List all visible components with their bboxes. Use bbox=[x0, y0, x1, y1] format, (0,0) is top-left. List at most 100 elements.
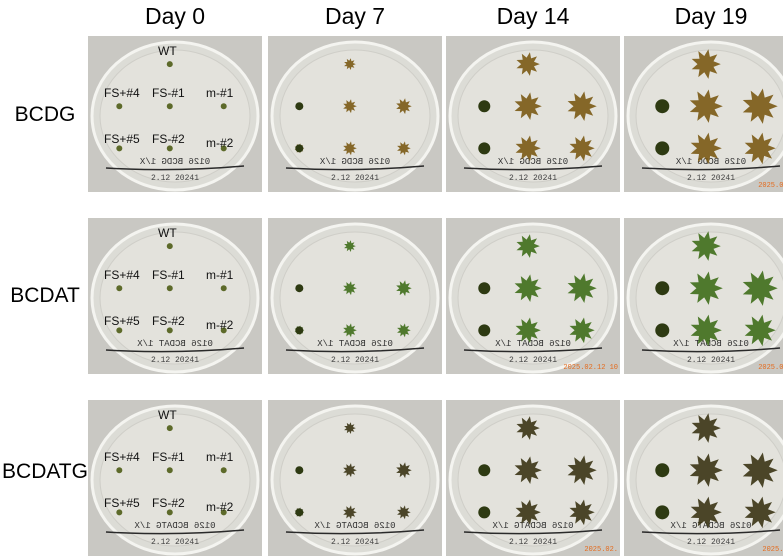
colony-dark-dot bbox=[295, 144, 304, 153]
petri-dish-svg: 0126 BCDG 1/X 2.12 20241 bbox=[448, 40, 618, 192]
plate-photo-bcdatg-col0: 0126 BCDATG 1/X 2.12 20241 bbox=[88, 400, 262, 556]
plate-label-fs4: FS+#4 bbox=[104, 268, 140, 282]
plate-photo-bcdat-col3: 0126 BCDAT 1/X 2.12 20241 2025.02.1 bbox=[624, 218, 783, 374]
colony-m1 bbox=[567, 91, 597, 121]
colony-m2 bbox=[569, 499, 595, 526]
colony-m2 bbox=[569, 135, 595, 162]
plate-label-fs5: FS+#5 bbox=[104, 132, 140, 146]
colony-fs1 bbox=[514, 274, 542, 302]
handwritten-plate-sublabel: 2.12 20241 bbox=[151, 356, 199, 365]
colony-m2 bbox=[220, 509, 227, 516]
column-header-day19: Day 19 bbox=[674, 2, 748, 29]
plate-label-m2: m-#2 bbox=[206, 136, 234, 150]
colony-dark-dot bbox=[655, 323, 670, 338]
colony-fs2 bbox=[166, 509, 173, 516]
plate-label-fs2: FS-#2 bbox=[152, 496, 185, 510]
plate-label-wt: WT bbox=[158, 226, 177, 240]
marker-line bbox=[105, 347, 245, 353]
colony-dark-dot bbox=[295, 508, 304, 517]
colony-wt bbox=[166, 243, 173, 250]
petri-dish-svg: 0126 BCDATG 1/X 2.12 20241 bbox=[448, 404, 618, 556]
date-stamp: 2025.02. bbox=[584, 546, 618, 554]
colony-dark-dot bbox=[478, 464, 491, 477]
colony-fs1 bbox=[343, 281, 357, 296]
column-header-day0: Day 0 bbox=[144, 2, 206, 29]
date-stamp: 2025.02.12 10 bbox=[563, 364, 618, 372]
petri-dish-svg: 0126 BCDG 1/X 2.12 20241 bbox=[626, 40, 783, 192]
marker-line bbox=[641, 165, 781, 171]
marker-line bbox=[285, 347, 425, 353]
colony-m1 bbox=[742, 270, 778, 306]
colony-fs2 bbox=[343, 323, 357, 338]
colony-wt bbox=[344, 422, 356, 434]
handwritten-plate-sublabel: 2.12 20241 bbox=[687, 538, 735, 547]
colony-fs2 bbox=[690, 314, 722, 347]
handwritten-plate-sublabel: 2.12 20241 bbox=[509, 538, 557, 547]
plate-label-m2: m-#2 bbox=[206, 500, 234, 514]
marker-line bbox=[105, 529, 245, 535]
plate-label-m2: m-#2 bbox=[206, 318, 234, 332]
colony-m2 bbox=[397, 323, 411, 338]
petri-dish-svg: 0126 BCDG 1/X 2.12 20241 bbox=[270, 40, 440, 192]
plate-label-m1: m-#1 bbox=[206, 86, 234, 100]
handwritten-plate-label: 0126 BCDAT 1/X bbox=[317, 339, 393, 349]
marker-line bbox=[105, 165, 245, 171]
colony-fs1 bbox=[689, 271, 723, 305]
handwritten-plate-sublabel: 2.12 20241 bbox=[331, 356, 379, 365]
handwritten-plate-label: 0126 BCDG 1/X bbox=[319, 157, 390, 167]
plate-photo-bcdg-col0: 0126 BCDG 1/X 2.12 20241 bbox=[88, 36, 262, 192]
colony-fs1 bbox=[166, 285, 173, 292]
colony-dark-dot bbox=[655, 141, 670, 156]
plate-photo-bcdg-col3: 0126 BCDG 1/X 2.12 20241 2025.02.1 bbox=[624, 36, 783, 192]
marker-line bbox=[285, 529, 425, 535]
colony-m1 bbox=[220, 467, 227, 474]
colony-m2 bbox=[744, 314, 776, 347]
colony-fs1 bbox=[343, 463, 357, 478]
handwritten-plate-label: 0126 BCDATG 1/X bbox=[492, 521, 574, 531]
colony-fs1 bbox=[689, 89, 723, 123]
colony-fs2 bbox=[690, 132, 722, 165]
row-label-bcdat: BCDAT bbox=[10, 284, 80, 307]
colony-wt bbox=[516, 52, 540, 76]
colony-dark-dot bbox=[295, 466, 304, 475]
plate-label-fs1: FS-#1 bbox=[152, 86, 185, 100]
colony-m2 bbox=[397, 505, 411, 520]
date-stamp: 2025.02.1 bbox=[758, 364, 783, 372]
marker-line bbox=[285, 165, 425, 171]
colony-dark-dot bbox=[655, 281, 670, 296]
colony-m1 bbox=[567, 273, 597, 303]
colony-dark-dot bbox=[478, 142, 491, 155]
colony-m1 bbox=[396, 98, 412, 115]
colony-wt bbox=[166, 61, 173, 68]
plate-label-fs4: FS+#4 bbox=[104, 450, 140, 464]
colony-fs2 bbox=[515, 499, 541, 526]
handwritten-plate-sublabel: 2.12 20241 bbox=[509, 174, 557, 183]
plate-label-wt: WT bbox=[158, 408, 177, 422]
handwritten-plate-sublabel: 2.12 20241 bbox=[687, 174, 735, 183]
handwritten-plate-sublabel: 2.12 20241 bbox=[509, 356, 557, 365]
colony-dark-dot bbox=[655, 99, 670, 114]
colony-m1 bbox=[742, 88, 778, 124]
colony-fs1 bbox=[166, 103, 173, 110]
colony-m2 bbox=[569, 317, 595, 344]
handwritten-plate-sublabel: 2.12 20241 bbox=[687, 356, 735, 365]
colony-fs4 bbox=[116, 285, 123, 292]
colony-fs4 bbox=[116, 467, 123, 474]
colony-fs2 bbox=[343, 141, 357, 156]
plate-label-fs2: FS-#2 bbox=[152, 314, 185, 328]
colony-m2 bbox=[220, 145, 227, 152]
handwritten-plate-sublabel: 2.12 20241 bbox=[151, 538, 199, 547]
colony-dark-dot bbox=[478, 282, 491, 295]
plate-label-fs2: FS-#2 bbox=[152, 132, 185, 146]
petri-dish-svg: 0126 BCDAT 1/X 2.12 20241 bbox=[90, 222, 260, 374]
plate-photo-bcdg-col2: 0126 BCDG 1/X 2.12 20241 bbox=[446, 36, 620, 192]
handwritten-plate-sublabel: 2.12 20241 bbox=[151, 174, 199, 183]
plate-photo-bcdat-col0: 0126 BCDAT 1/X 2.12 20241 bbox=[88, 218, 262, 374]
marker-line bbox=[463, 165, 603, 171]
plate-label-fs1: FS-#1 bbox=[152, 268, 185, 282]
colony-fs1 bbox=[343, 99, 357, 114]
colony-fs1 bbox=[689, 453, 723, 487]
plate-label-wt: WT bbox=[158, 44, 177, 58]
plate-photo-bcdg-col1: 0126 BCDG 1/X 2.12 20241 bbox=[268, 36, 442, 192]
colony-wt bbox=[344, 58, 356, 70]
